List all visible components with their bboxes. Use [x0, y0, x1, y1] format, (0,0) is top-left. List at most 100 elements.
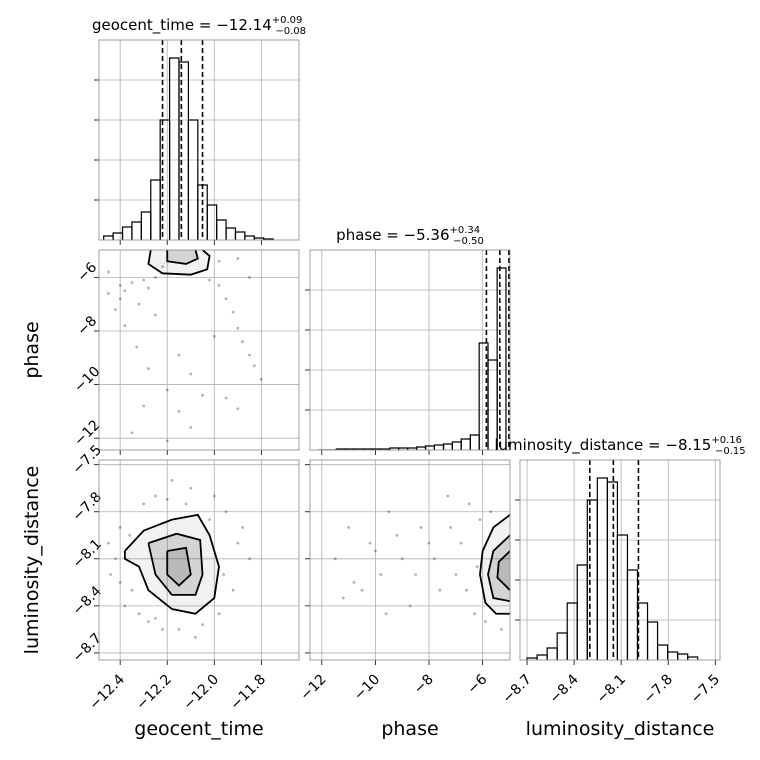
sample-point — [236, 407, 240, 411]
sample-point — [395, 533, 399, 537]
sample-point — [465, 588, 468, 592]
sample-point — [189, 426, 193, 429]
sample-point — [259, 377, 263, 381]
sample-point — [446, 494, 450, 498]
panel — [520, 460, 720, 660]
sample-point — [212, 494, 216, 498]
sample-point — [500, 628, 503, 631]
x-axis-label: luminosity_distance — [526, 718, 715, 740]
contour — [496, 550, 510, 591]
panel-title: luminosity_distance = −8.15+0.16 −0.15 — [494, 435, 745, 457]
panel — [99, 460, 299, 660]
sample-point — [222, 573, 226, 576]
sample-point — [109, 573, 113, 576]
sample-point — [161, 265, 164, 269]
title-upper: +0.16 — [711, 435, 742, 446]
sample-point — [208, 518, 211, 522]
sample-point — [130, 281, 134, 285]
title-lower: −0.50 — [453, 236, 484, 247]
sample-point — [137, 612, 141, 616]
panel — [310, 250, 510, 450]
panel-frame — [519, 459, 721, 661]
sample-point — [135, 345, 139, 349]
sample-point — [123, 289, 127, 293]
sample-point — [241, 526, 244, 529]
histogram-bin — [496, 267, 507, 450]
title-main: luminosity_distance = −8.15 — [494, 436, 711, 455]
sample-point — [118, 297, 122, 301]
sample-point — [454, 573, 458, 576]
histogram-bin — [687, 656, 699, 660]
sample-point — [142, 278, 146, 282]
panel-frame — [309, 249, 511, 451]
sample-point — [489, 510, 493, 514]
sample-point — [154, 617, 157, 620]
sample-point — [165, 388, 169, 392]
sample-point — [154, 275, 157, 279]
sample-point — [128, 533, 131, 537]
sample-point — [212, 334, 216, 338]
x-axis-label: geocent_time — [134, 718, 263, 740]
title-main: phase = −5.36 — [336, 226, 449, 244]
panel-title: geocent_time = −12.14+0.09 −0.08 — [92, 15, 306, 37]
histogram-bin — [646, 621, 659, 660]
sample-point — [467, 502, 471, 506]
sample-point — [154, 313, 157, 317]
sample-point — [419, 526, 423, 529]
panel — [99, 40, 299, 240]
contour — [479, 514, 510, 615]
sample-point — [147, 620, 150, 623]
sample-point — [374, 549, 377, 553]
sample-point — [177, 628, 181, 631]
panel-title: phase = −5.36+0.34 −0.50 — [336, 225, 484, 247]
sample-point — [224, 396, 228, 400]
sample-point — [142, 502, 146, 506]
sample-point — [459, 541, 463, 545]
sample-point — [123, 324, 127, 328]
sample-point — [217, 283, 221, 287]
sample-point — [248, 275, 251, 279]
contour — [147, 532, 204, 596]
sample-point — [208, 278, 211, 282]
panel-frame — [98, 459, 300, 661]
histogram-bin — [187, 119, 199, 240]
sample-point — [248, 557, 251, 561]
sample-point — [347, 526, 351, 529]
sample-point — [217, 612, 221, 616]
sample-point — [478, 518, 482, 522]
sample-point — [114, 308, 117, 311]
sample-point — [107, 541, 110, 545]
panel — [99, 250, 299, 450]
sample-point — [147, 367, 150, 370]
sample-point — [387, 510, 391, 514]
sample-point — [184, 502, 188, 506]
sample-point — [107, 292, 110, 295]
title-upper: +0.09 — [272, 15, 303, 26]
sample-point — [241, 340, 244, 344]
sample-point — [177, 409, 181, 413]
sample-point — [384, 612, 388, 616]
sample-point — [201, 623, 204, 627]
y-axis-label: luminosity_distance — [21, 466, 43, 655]
sample-point — [236, 257, 240, 260]
title-lower: −0.15 — [715, 446, 746, 457]
sample-point — [114, 557, 117, 561]
sample-point — [379, 573, 383, 576]
sample-point — [360, 588, 364, 592]
sample-point — [248, 353, 251, 357]
sample-point — [352, 580, 356, 584]
sample-point — [177, 353, 181, 357]
panel-frame — [309, 459, 511, 661]
sample-point — [231, 588, 235, 592]
sample-point — [194, 635, 197, 639]
x-axis-label: phase — [381, 718, 438, 740]
sample-point — [123, 604, 127, 608]
sample-point — [170, 478, 174, 482]
y-axis-label: phase — [21, 321, 43, 378]
sample-point — [161, 628, 164, 631]
sample-point — [118, 580, 122, 584]
sample-point — [368, 541, 372, 545]
title-upper: +0.34 — [450, 225, 481, 236]
